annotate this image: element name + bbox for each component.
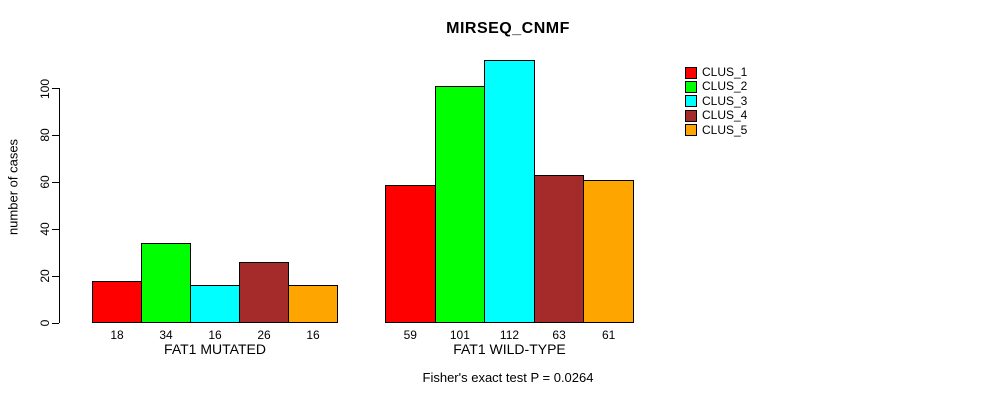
y-tick-mark	[52, 322, 59, 324]
bar-clus_2-fat1-wild-type	[434, 86, 486, 323]
legend-swatch-clus_2	[685, 80, 697, 93]
legend-swatch-clus_5	[685, 124, 697, 137]
bar-value-label: 63	[552, 328, 566, 342]
bar-value-label: 18	[110, 328, 124, 342]
legend-label: CLUS_3	[702, 93, 748, 108]
bar-value-label: 101	[449, 328, 470, 342]
group-label-fat1-wild-type: FAT1 WILD-TYPE	[453, 341, 566, 357]
bar-clus_1-fat1-mutated	[92, 280, 142, 323]
y-tick-mark	[52, 134, 59, 136]
y-tick-label: 0	[38, 319, 52, 327]
legend-label: CLUS_2	[702, 79, 748, 94]
chart-title: MIRSEQ_CNMF	[446, 20, 570, 37]
bar-clus_4-fat1-wild-type	[533, 175, 585, 323]
bar-clus_3-fat1-wild-type	[484, 60, 535, 323]
y-axis-label: number of cases	[5, 138, 21, 236]
legend-label: CLUS_4	[702, 108, 748, 123]
y-axis-line	[59, 88, 60, 323]
bar-clus_2-fat1-mutated	[141, 243, 191, 323]
bar-value-label: 16	[306, 328, 320, 342]
legend-swatch-clus_4	[685, 109, 697, 122]
bar-value-label: 59	[403, 328, 417, 342]
bar-clus_4-fat1-mutated	[239, 262, 289, 323]
y-tick-mark	[52, 88, 59, 89]
y-tick-mark	[52, 181, 59, 183]
y-tick-label: 60	[38, 175, 52, 189]
legend-swatch-clus_1	[685, 66, 697, 79]
bar-clus_3-fat1-mutated	[190, 285, 240, 323]
y-tick-label: 80	[38, 128, 52, 143]
caption-fisher-test: Fisher's exact test P = 0.0264	[422, 370, 594, 385]
y-tick-mark	[52, 228, 59, 230]
legend-label: CLUS_5	[702, 122, 748, 137]
bar-value-label: 16	[208, 328, 222, 342]
bar-clus_5-fat1-mutated	[288, 285, 338, 323]
bar-value-label: 34	[159, 328, 173, 342]
bar-clus_5-fat1-wild-type	[583, 179, 634, 323]
legend-label: CLUS_1	[702, 65, 748, 79]
y-tick-label: 40	[38, 222, 52, 236]
y-tick-label: 20	[38, 269, 52, 283]
bar-value-label: 61	[602, 328, 616, 342]
bar-clus_1-fat1-wild-type	[385, 184, 436, 323]
group-label-fat1-mutated: FAT1 MUTATED	[164, 341, 266, 357]
legend-swatch-clus_3	[685, 95, 697, 108]
y-tick-label: 100	[38, 78, 52, 99]
bar-value-label: 26	[257, 328, 271, 342]
y-tick-mark	[52, 275, 59, 277]
bar-value-label: 112	[499, 328, 520, 342]
